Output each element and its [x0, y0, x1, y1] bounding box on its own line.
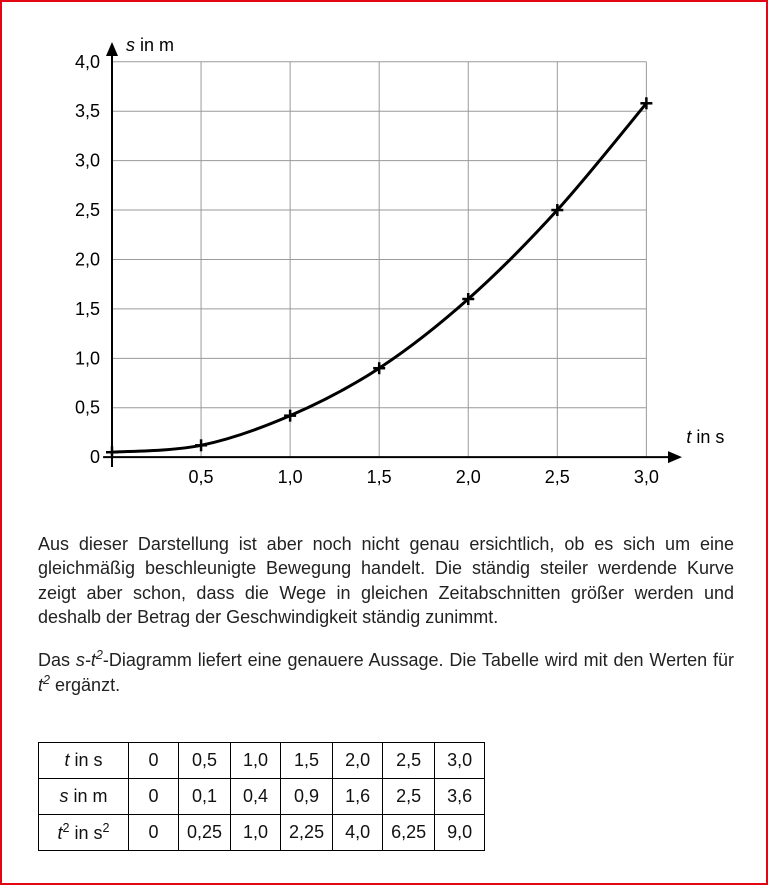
svg-text:2,5: 2,5: [75, 200, 100, 220]
table-cell: 0,25: [179, 815, 231, 851]
p2-text3: ergänzt.: [50, 675, 120, 695]
table-cell: 1,0: [231, 743, 281, 779]
paragraph-2: Das s-t2-Diagramm liefert eine genauere …: [38, 647, 734, 698]
table-cell: 0,9: [281, 779, 333, 815]
p2-var: s-t2: [76, 650, 103, 670]
p2-var2: t2: [38, 675, 50, 695]
svg-text:0,5: 0,5: [189, 467, 214, 487]
svg-text:0,5: 0,5: [75, 398, 100, 418]
table-cell: 1,0: [231, 815, 281, 851]
svg-text:1,5: 1,5: [75, 299, 100, 319]
table-cell: 0: [129, 743, 179, 779]
table-cell: 2,5: [383, 779, 435, 815]
table-cell: 0: [129, 815, 179, 851]
row-header: s in m: [39, 779, 129, 815]
table-row: t in s00,51,01,52,02,53,0: [39, 743, 485, 779]
svg-text:3,0: 3,0: [634, 467, 659, 487]
table-cell: 3,0: [435, 743, 485, 779]
svg-text:3,5: 3,5: [75, 101, 100, 121]
table-cell: 6,25: [383, 815, 435, 851]
row-header: t in s: [39, 743, 129, 779]
p2-text2: -Diagramm liefert eine genauere Aussage.…: [103, 650, 734, 670]
table-cell: 0,4: [231, 779, 281, 815]
svg-text:1,0: 1,0: [278, 467, 303, 487]
svg-text:1,0: 1,0: [75, 348, 100, 368]
svg-text:2,5: 2,5: [545, 467, 570, 487]
svg-text:s in m: s in m: [126, 35, 174, 55]
svg-text:3,0: 3,0: [75, 151, 100, 171]
p2-text: Das: [38, 650, 76, 670]
table-cell: 9,0: [435, 815, 485, 851]
paragraph-1: Aus dieser Darstellung ist aber noch nic…: [38, 532, 734, 629]
svg-text:1,5: 1,5: [367, 467, 392, 487]
svg-text:2,0: 2,0: [456, 467, 481, 487]
table-cell: 0: [129, 779, 179, 815]
table-cell: 2,0: [333, 743, 383, 779]
table-cell: 4,0: [333, 815, 383, 851]
table-cell: 3,6: [435, 779, 485, 815]
row-header: t2 in s2: [39, 815, 129, 851]
table-row: s in m00,10,40,91,62,53,6: [39, 779, 485, 815]
table-cell: 1,5: [281, 743, 333, 779]
data-table-container: t in s00,51,01,52,02,53,0s in m00,10,40,…: [38, 742, 485, 851]
table-cell: 2,25: [281, 815, 333, 851]
svg-text:4,0: 4,0: [75, 52, 100, 72]
st-chart: 0 0,5 1,0 1,5 2,0 2,5 3,0 3,5 4,0 0,5 1,0 1,5 2,0 2,5…: [32, 12, 740, 512]
table-row: t2 in s200,251,02,254,06,259,0: [39, 815, 485, 851]
svg-text:2,0: 2,0: [75, 249, 100, 269]
table-cell: 2,5: [383, 743, 435, 779]
svg-text:t in s: t in s: [686, 427, 724, 447]
table-cell: 1,6: [333, 779, 383, 815]
svg-text:0: 0: [90, 447, 100, 467]
document-page: 00,51,01,52,02,53,03,54,00,51,01,52,02,5…: [0, 0, 768, 885]
table-cell: 0,1: [179, 779, 231, 815]
table-cell: 0,5: [179, 743, 231, 779]
chart-container: 0 0,5 1,0 1,5 2,0 2,5 3,0 3,5 4,0 0,5 1,0 1,5 2,0 2,5…: [32, 12, 740, 512]
body-text: Aus dieser Darstellung ist aber noch nic…: [38, 532, 734, 716]
data-table: t in s00,51,01,52,02,53,0s in m00,10,40,…: [38, 742, 485, 851]
